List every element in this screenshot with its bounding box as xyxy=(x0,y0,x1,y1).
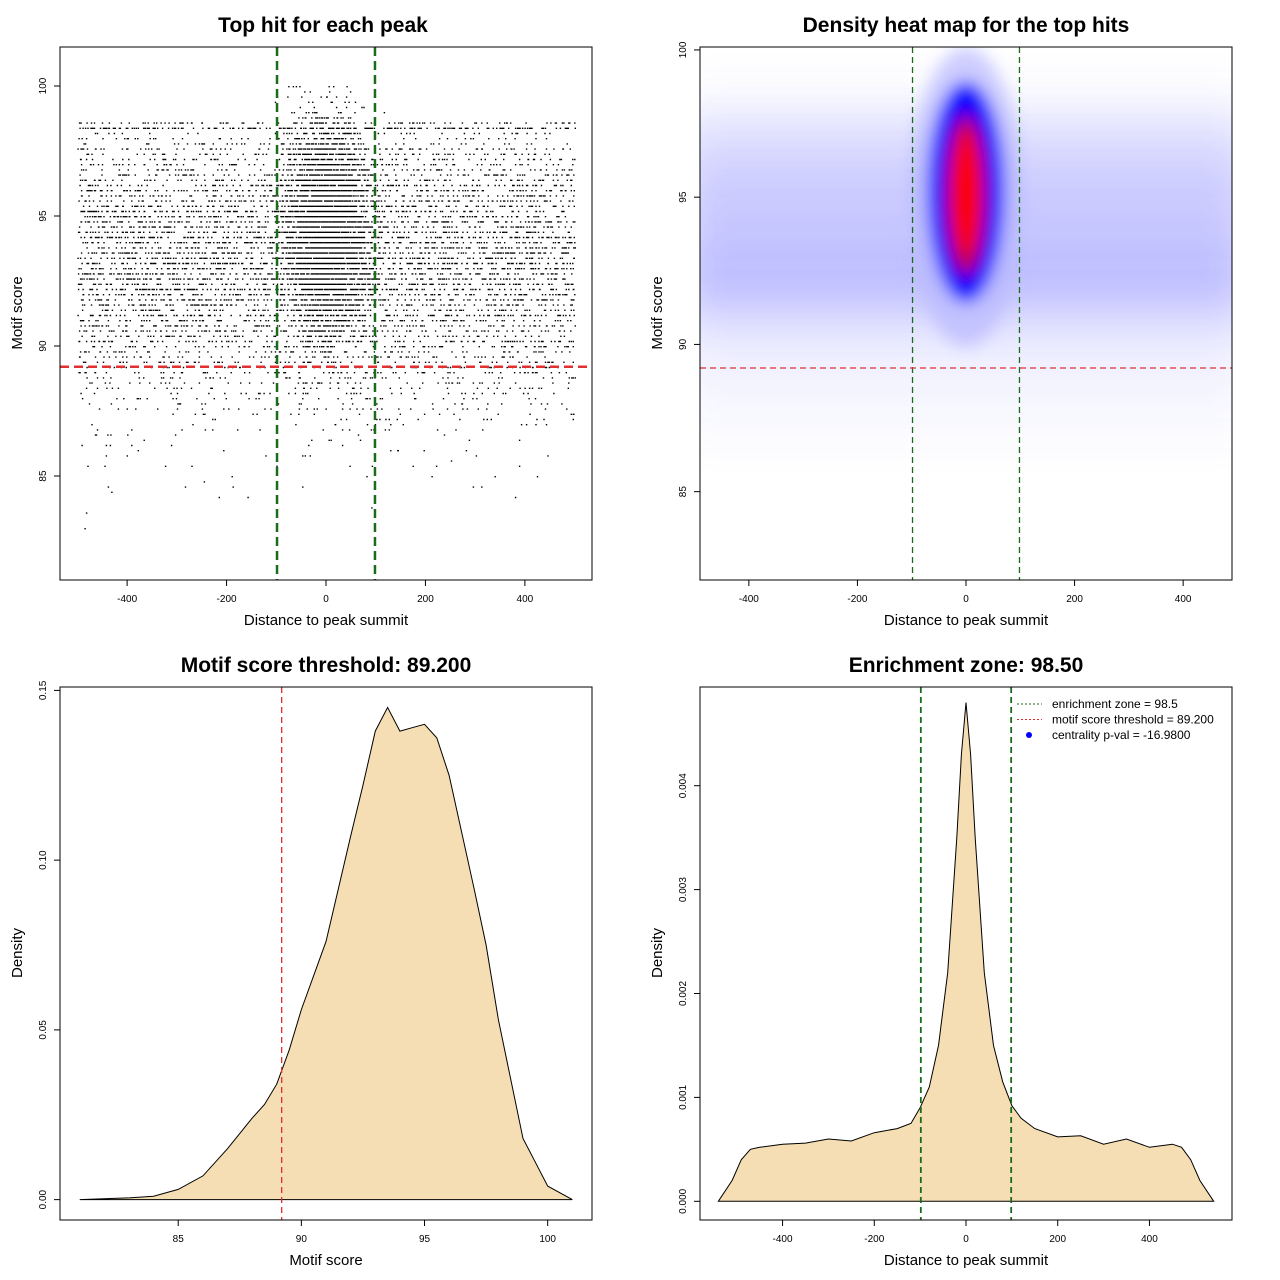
x-axis: 85 90 95 100 xyxy=(173,1220,556,1245)
reference-lines xyxy=(60,47,592,580)
y-tick-label: 85 xyxy=(38,470,49,482)
y-tick-label: 0.05 xyxy=(38,1020,49,1040)
y-tick-label: 0.001 xyxy=(678,1084,689,1109)
y-tick-label: 100 xyxy=(38,77,49,94)
distance-density-panel: Enrichment zone: 98.50 -400 -200 0 200 400 0… xyxy=(649,654,1233,1269)
legend-label: enrichment zone = 98.5 xyxy=(1052,697,1178,711)
y-tick-label: 85 xyxy=(678,486,689,498)
x-tick-label: -400 xyxy=(117,594,137,605)
y-tick-label: 0.00 xyxy=(38,1189,49,1209)
x-tick-label: 0 xyxy=(963,1234,969,1245)
x-tick-label: 200 xyxy=(417,594,434,605)
x-tick-label: 0 xyxy=(323,594,329,605)
y-axis: 85 90 95 100 xyxy=(38,77,60,482)
x-tick-label: 0 xyxy=(963,594,969,605)
y-tick-label: 95 xyxy=(678,191,689,203)
scatter-panel: Top hit for each peak -400 -200 0 200 400 85… xyxy=(9,14,593,629)
chart-title: Top hit for each peak xyxy=(218,14,428,37)
x-tick-label: -200 xyxy=(847,594,867,605)
x-tick-label: 400 xyxy=(1175,594,1192,605)
x-tick-label: 400 xyxy=(517,594,534,605)
legend: enrichment zone = 98.5 motif score thresh… xyxy=(1017,697,1214,742)
x-axis: -400 -200 0 200 400 xyxy=(117,580,534,605)
y-axis-label: Motif score xyxy=(649,276,666,349)
y-tick-label: 90 xyxy=(38,340,49,352)
chart-title: Density heat map for the top hits xyxy=(803,14,1130,37)
x-tick-label: 200 xyxy=(1066,594,1083,605)
x-axis: -400 -200 0 200 400 xyxy=(739,580,1192,605)
y-axis-label: Motif score xyxy=(9,276,26,349)
x-tick-label: -200 xyxy=(217,594,237,605)
x-tick-label: -200 xyxy=(864,1234,884,1245)
y-axis-label: Density xyxy=(649,927,666,978)
x-axis-label: Distance to peak summit xyxy=(884,612,1049,629)
score-density-panel: Motif score threshold: 89.200 85 90 95 100 … xyxy=(9,654,593,1269)
plot-frame xyxy=(59,46,593,581)
legend-entry: motif score threshold = 89.200 xyxy=(1017,713,1214,727)
heatmap-area xyxy=(700,47,1232,580)
reference-lines xyxy=(700,47,1232,580)
legend-entry: enrichment zone = 98.5 xyxy=(1017,697,1178,711)
x-tick-label: 100 xyxy=(539,1234,556,1245)
y-tick-label: 0.003 xyxy=(678,877,689,902)
x-axis-label: Distance to peak summit xyxy=(884,1252,1049,1269)
y-tick-label: 0.002 xyxy=(678,981,689,1006)
chart-title: Enrichment zone: 98.50 xyxy=(849,654,1084,677)
y-axis: 0.000 0.001 0.002 0.003 0.004 xyxy=(678,773,700,1214)
x-tick-label: -400 xyxy=(773,1234,793,1245)
legend-label: centrality p-val = -16.9800 xyxy=(1052,728,1191,742)
x-axis-label: Motif score xyxy=(289,1252,362,1269)
x-axis: -400 -200 0 200 400 xyxy=(773,1220,1158,1245)
density-heatmap xyxy=(700,47,1232,433)
y-tick-label: 0.004 xyxy=(678,773,689,798)
x-tick-label: 95 xyxy=(419,1234,431,1245)
y-axis: 0.00 0.05 0.10 0.15 xyxy=(38,680,60,1209)
x-tick-label: 90 xyxy=(296,1234,308,1245)
hot-spot xyxy=(910,47,1022,348)
y-axis: 85 90 95 100 xyxy=(678,41,700,497)
y-tick-label: 0.15 xyxy=(38,680,49,700)
x-axis-label: Distance to peak summit xyxy=(244,612,409,629)
heatmap-panel: Density heat map for the top hits -400 -2… xyxy=(649,14,1233,629)
y-axis-label: Density xyxy=(9,927,26,978)
x-tick-label: 85 xyxy=(173,1234,185,1245)
y-tick-label: 95 xyxy=(38,210,49,222)
density-curve xyxy=(717,702,1215,1202)
y-tick-label: 0.000 xyxy=(678,1188,689,1213)
density-curve xyxy=(79,706,573,1201)
x-tick-label: 400 xyxy=(1141,1234,1158,1245)
point-cloud xyxy=(77,86,577,530)
legend-label: motif score threshold = 89.200 xyxy=(1052,713,1214,727)
chart-title: Motif score threshold: 89.200 xyxy=(181,654,472,677)
x-tick-label: -400 xyxy=(739,594,759,605)
y-tick-label: 100 xyxy=(678,41,689,58)
y-tick-label: 0.10 xyxy=(38,850,49,870)
legend-entry: centrality p-val = -16.9800 xyxy=(1026,728,1191,742)
reference-lines xyxy=(919,687,1013,1220)
plot-frame xyxy=(59,686,593,1221)
legend-marker xyxy=(1026,732,1032,738)
x-tick-label: 200 xyxy=(1049,1234,1066,1245)
y-tick-label: 90 xyxy=(678,338,689,350)
scatter-points xyxy=(77,86,577,530)
